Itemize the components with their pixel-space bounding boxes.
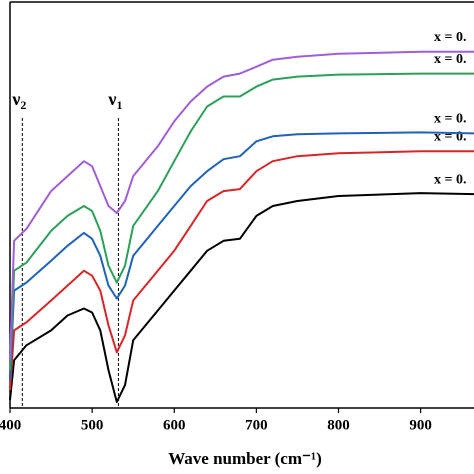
series-line xyxy=(9,72,474,371)
x-tick-label: 900 xyxy=(409,417,432,433)
legend-label: x = 0. xyxy=(434,172,466,187)
x-tick-label: 500 xyxy=(81,417,104,433)
annotation-label: ν2 xyxy=(11,89,26,112)
x-tick-label: 400 xyxy=(0,417,21,433)
x-tick-label: 800 xyxy=(327,417,350,433)
series-line xyxy=(9,50,474,361)
series-line xyxy=(9,131,474,381)
x-tick-label: 700 xyxy=(245,417,268,433)
series-line xyxy=(9,150,474,391)
x-axis-label: Wave number (cm⁻¹) xyxy=(168,449,322,468)
annotation-label: ν1 xyxy=(107,89,122,112)
legend-label: x = 0. xyxy=(434,30,466,45)
annotation-subscript: 2 xyxy=(20,98,26,112)
legend-label: x = 0. xyxy=(434,52,466,67)
series-line xyxy=(9,192,474,403)
legend-label: x = 0. xyxy=(434,129,466,144)
annotation-subscript: 1 xyxy=(116,98,122,112)
legend-label: x = 0. xyxy=(434,112,466,127)
x-tick-label: 600 xyxy=(163,417,186,433)
annotation-symbol: ν xyxy=(107,89,116,109)
annotation-symbol: ν xyxy=(11,89,20,109)
